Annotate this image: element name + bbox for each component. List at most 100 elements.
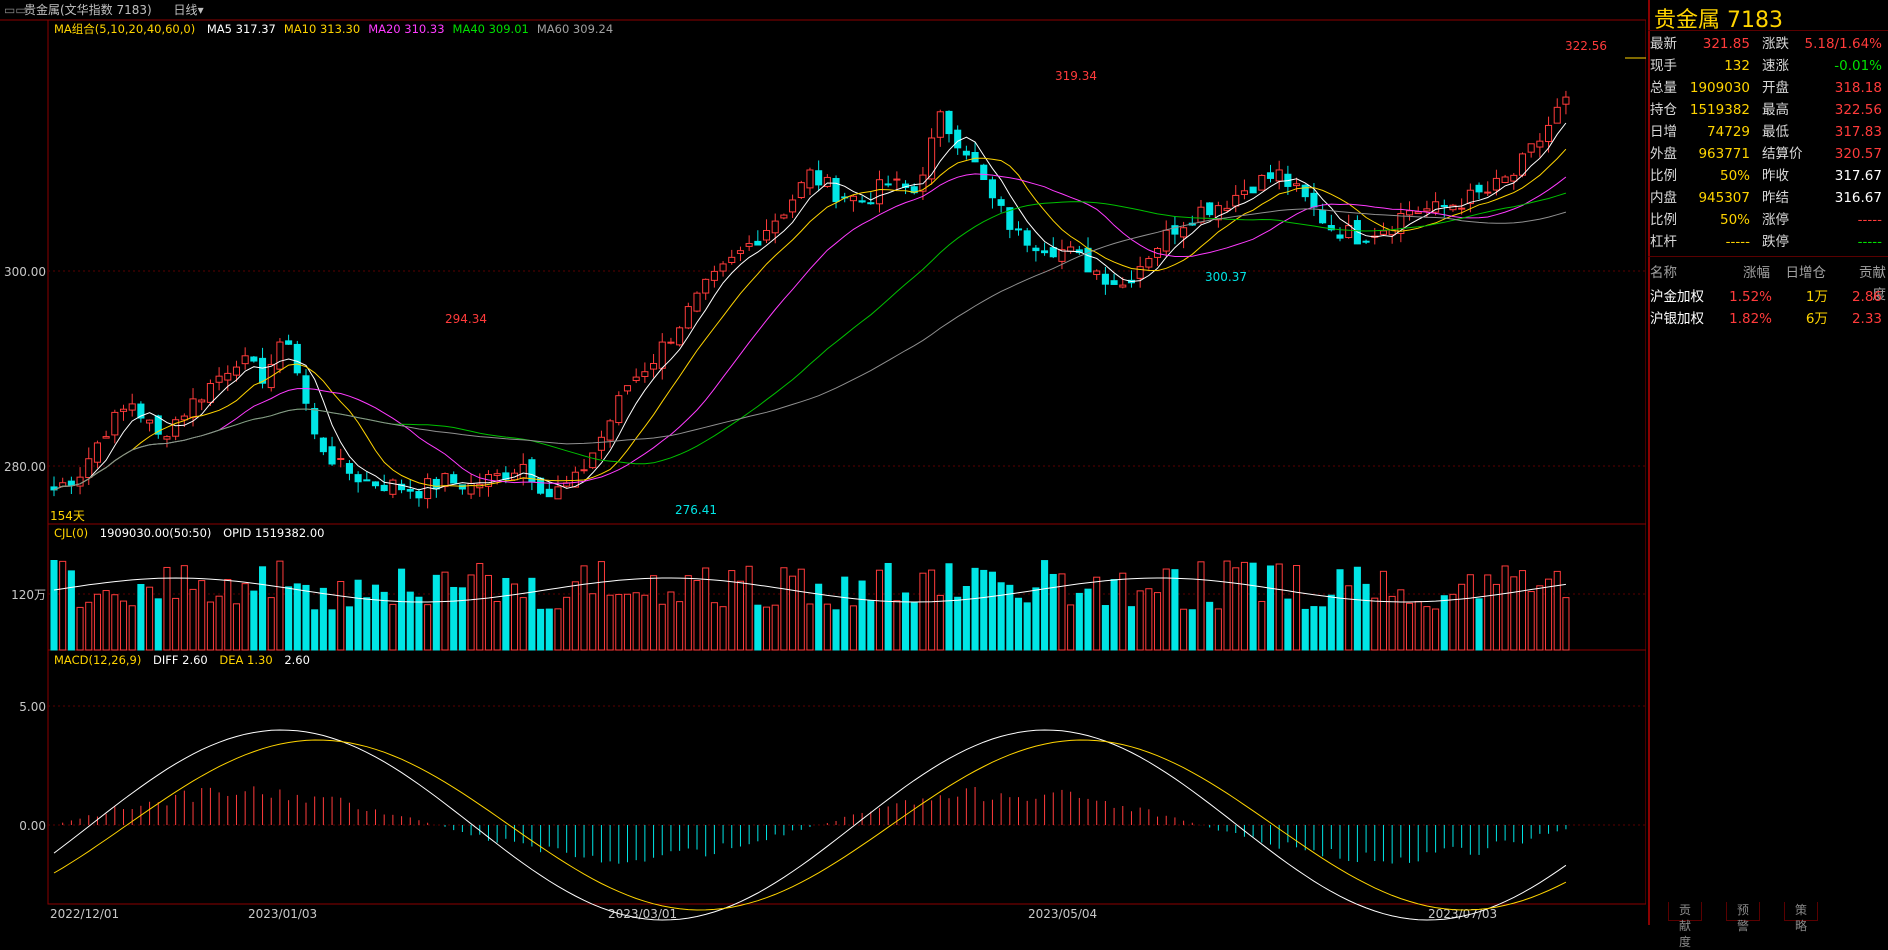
quote-value: 5.18/1.64%	[1804, 36, 1883, 52]
candle	[780, 214, 788, 219]
volume-bar	[1345, 585, 1353, 651]
volume-legend-name[interactable]: CJL(0)	[54, 526, 89, 540]
panel-tab[interactable]: 策略	[1784, 902, 1819, 933]
volume-bar	[146, 586, 154, 651]
volume-bar	[85, 601, 93, 651]
ma20-line	[53, 173, 1567, 491]
volume-bar	[1423, 606, 1431, 651]
volume-bar	[1206, 601, 1214, 651]
candle	[1032, 247, 1040, 252]
candle	[328, 446, 336, 465]
volume-bar	[1032, 587, 1040, 651]
volume-bar	[797, 568, 805, 651]
volume-bar	[771, 604, 779, 651]
candle	[1023, 230, 1031, 246]
candle	[276, 341, 284, 370]
volume-bar	[1067, 604, 1075, 651]
volume-bar	[1041, 560, 1049, 651]
volume-bar	[319, 587, 327, 651]
period-selector[interactable]: 日线▾	[173, 3, 204, 17]
candle	[1562, 96, 1570, 105]
panel-frame	[47, 19, 1646, 525]
candle	[632, 376, 640, 382]
volume-bar	[1049, 573, 1057, 651]
candle	[1319, 210, 1327, 224]
volume-bar	[467, 574, 475, 651]
volume-bar	[1197, 561, 1205, 651]
table-cell: 6万	[1805, 311, 1828, 327]
volume-bar	[198, 580, 206, 651]
candle	[1197, 206, 1205, 223]
volume-bar	[510, 583, 519, 651]
volume-bar	[736, 580, 744, 651]
volume-bar	[328, 609, 336, 651]
quote-value: 316.67	[1834, 190, 1882, 206]
ma-legend[interactable]: MA组合(5,10,20,40,60,0) MA5 317.37 MA10 313…	[54, 21, 629, 37]
macd-legend[interactable]: MACD(12,26,9) DIFF 2.60 DEA 1.30 2.60	[54, 653, 318, 667]
volume-bar	[519, 597, 527, 651]
candle	[441, 473, 449, 488]
quote-label: 昨收	[1762, 168, 1789, 184]
candle	[806, 169, 814, 189]
volume-bar	[1362, 583, 1370, 651]
quote-value: 318.18	[1834, 80, 1882, 96]
quote-value: -----	[1857, 212, 1882, 228]
volume-bar	[893, 600, 901, 651]
volume-bar	[702, 567, 710, 651]
panel-tab[interactable]: 贡献度	[1668, 902, 1703, 949]
candle	[93, 442, 101, 463]
quote-value: 945307	[1698, 190, 1750, 206]
candle	[1379, 230, 1387, 235]
price-tick: 300.00	[4, 265, 46, 279]
candle	[345, 463, 353, 474]
candle	[389, 479, 397, 495]
ma-legend-name[interactable]: MA组合(5,10,20,40,60,0)	[54, 22, 196, 36]
volume-bar	[1466, 574, 1474, 651]
volume-bar	[311, 609, 319, 651]
candle	[928, 137, 936, 180]
volume-bar	[589, 593, 597, 651]
volume-bar	[232, 603, 241, 651]
volume-bar	[1014, 597, 1023, 651]
volume-bar	[93, 593, 101, 651]
candle	[1014, 228, 1023, 231]
macd-legend-name[interactable]: MACD(12,26,9)	[54, 653, 142, 667]
candle	[1206, 202, 1214, 216]
volume-bar	[650, 575, 658, 651]
volume-bar	[1449, 593, 1457, 651]
volume-bar	[1223, 560, 1231, 651]
candle	[771, 220, 779, 234]
volume-bar	[371, 584, 380, 651]
quote-value: 1519382	[1689, 102, 1750, 118]
table-cell: 1.82%	[1729, 311, 1772, 327]
volume-bar	[59, 560, 67, 651]
volume-bar	[1180, 608, 1188, 651]
kline-chart[interactable]: 300.00 280.00 120万 5.00 0.00 2022/12/01 2023/0…	[0, 0, 1646, 925]
volume-bar	[988, 571, 996, 651]
quote-value: -----	[1725, 234, 1750, 250]
table-row-name[interactable]: 沪银加权	[1650, 311, 1704, 327]
candle	[789, 199, 797, 213]
ma5-line	[53, 122, 1567, 491]
candle	[1327, 225, 1335, 231]
candle	[571, 471, 579, 488]
volume-bar	[111, 594, 119, 651]
candle	[988, 179, 996, 199]
candle	[259, 357, 267, 384]
quote-value: 963771	[1698, 146, 1750, 162]
volume-bar	[632, 592, 640, 651]
volume-bar	[580, 565, 588, 651]
volume-bar	[1006, 584, 1014, 651]
quote-label: 比例	[1650, 168, 1677, 184]
table-cell: 1万	[1805, 289, 1828, 305]
volume-bar	[615, 593, 623, 651]
candle	[1232, 194, 1240, 207]
candle	[1214, 205, 1222, 221]
panel-tab[interactable]: 预警	[1726, 902, 1761, 933]
low-annotation: 300.37	[1205, 270, 1247, 284]
candle	[815, 170, 823, 186]
candle	[702, 278, 710, 294]
volume-legend[interactable]: CJL(0) 1909030.00(50:50) OPID 1519382.00	[54, 526, 332, 540]
volume-tick: 120万	[11, 588, 46, 602]
table-row-name[interactable]: 沪金加权	[1650, 289, 1704, 305]
